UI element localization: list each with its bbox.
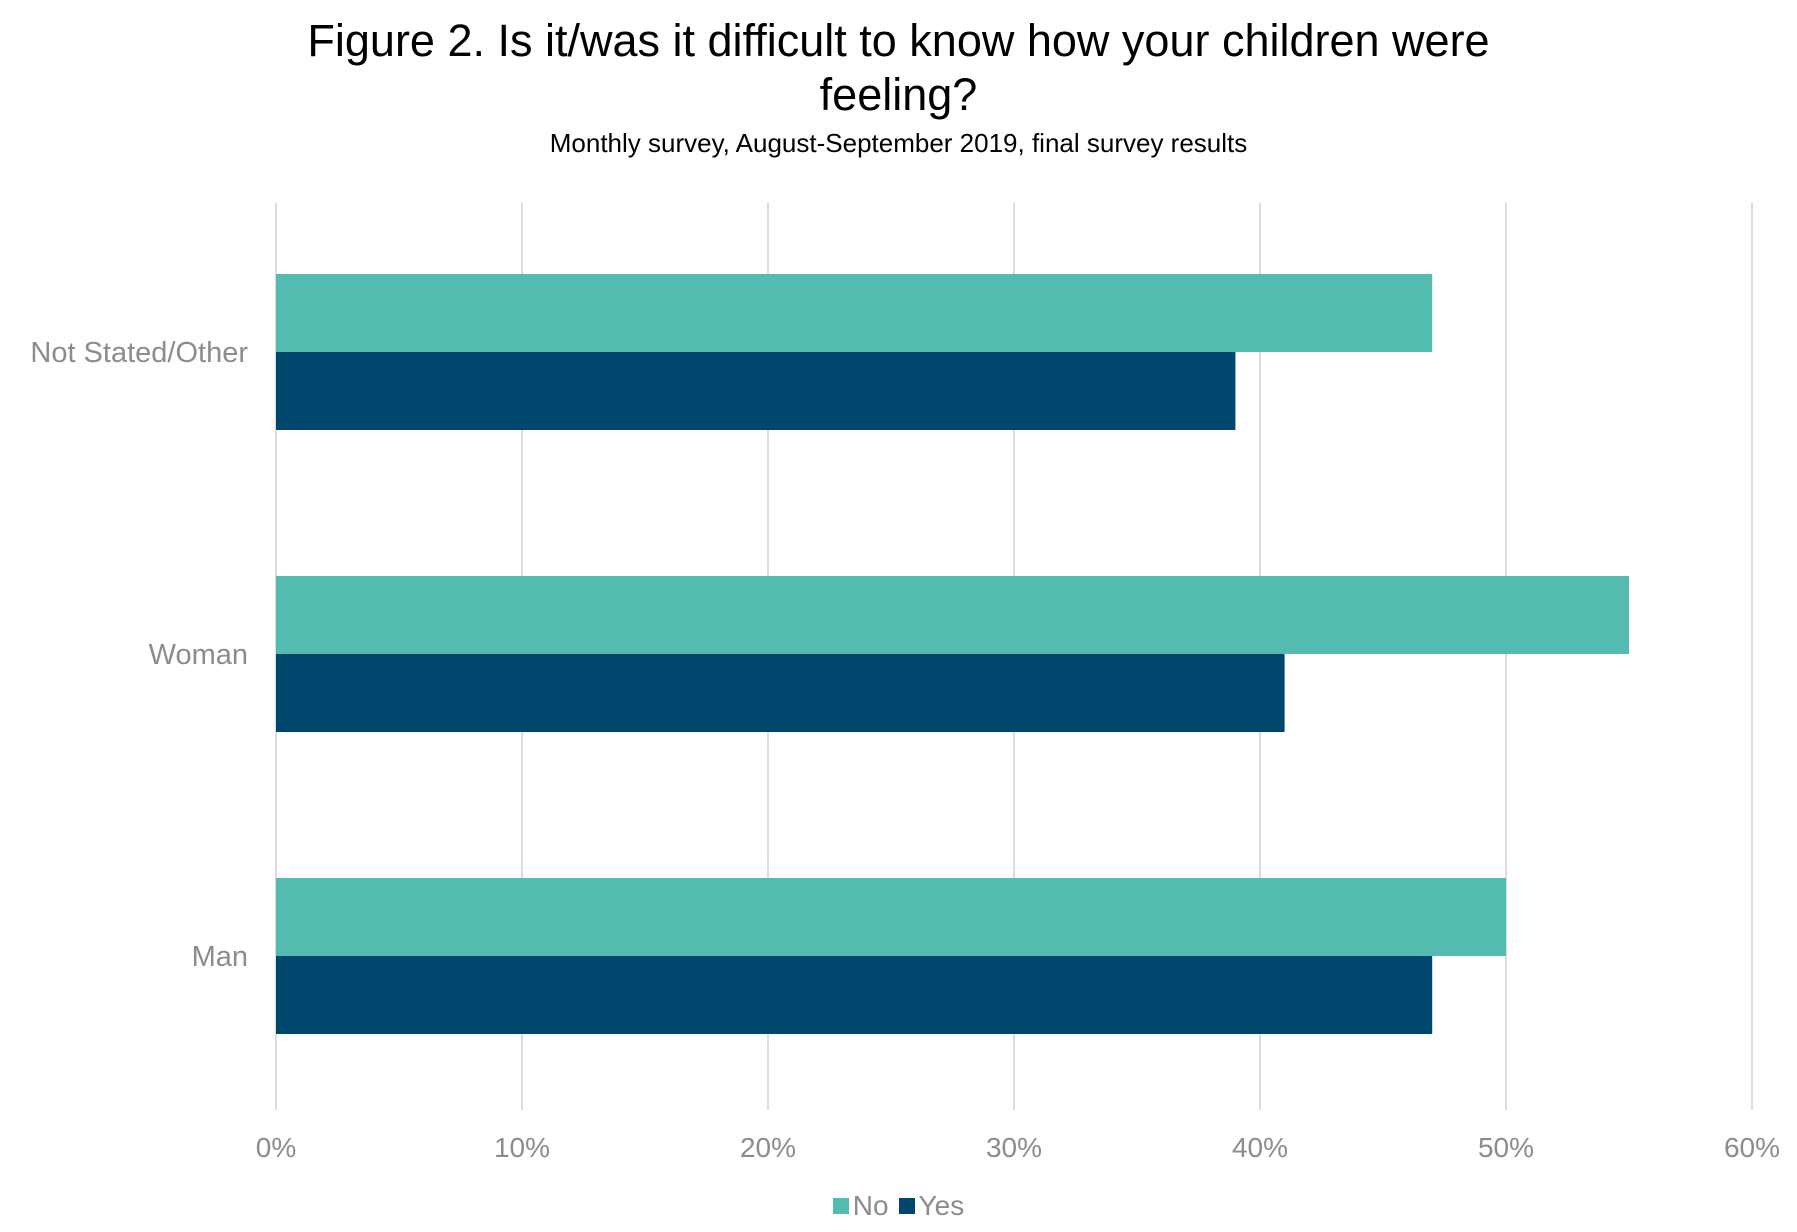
bar-no xyxy=(276,274,1433,352)
x-tick-label: 30% xyxy=(986,1132,1042,1163)
legend-item-no: No xyxy=(832,1190,889,1222)
legend-swatch-yes xyxy=(898,1198,915,1214)
x-tick-label: 40% xyxy=(1232,1132,1288,1163)
legend-label-no: No xyxy=(852,1190,889,1221)
y-category-label: Woman xyxy=(149,639,248,671)
legend-item-yes: Yes xyxy=(898,1190,965,1222)
bar-yes xyxy=(276,956,1433,1034)
chart-subtitle: Monthly survey, August-September 2019, f… xyxy=(549,128,1248,158)
chart-title: Figure 2. Is it/was it difficult to know… xyxy=(0,14,1797,122)
legend-swatch-no xyxy=(832,1198,849,1214)
bar-no xyxy=(276,576,1629,654)
legend-label-yes: Yes xyxy=(918,1190,965,1221)
y-category-label: Not Stated/Other xyxy=(30,337,248,369)
x-tick-label: 20% xyxy=(740,1132,796,1163)
x-tick-label: 10% xyxy=(494,1132,550,1163)
bar-no xyxy=(276,878,1506,956)
bar-yes xyxy=(276,654,1285,732)
bar-chart: 0% 10% 20% 30% 40% 50% 60% Not Stated/Other Woma… xyxy=(30,203,1780,1163)
x-tick-label: 60% xyxy=(1724,1132,1780,1163)
x-tick-label: 50% xyxy=(1478,1132,1534,1163)
chart-legend: No Yes xyxy=(0,1190,1797,1222)
bar-yes xyxy=(276,352,1236,430)
chart-title-line-2: feeling? xyxy=(819,69,978,120)
chart-title-line-1: Figure 2. Is it/was it difficult to know… xyxy=(307,15,1490,66)
y-category-label: Man xyxy=(192,941,248,973)
x-tick-label: 0% xyxy=(256,1132,296,1163)
